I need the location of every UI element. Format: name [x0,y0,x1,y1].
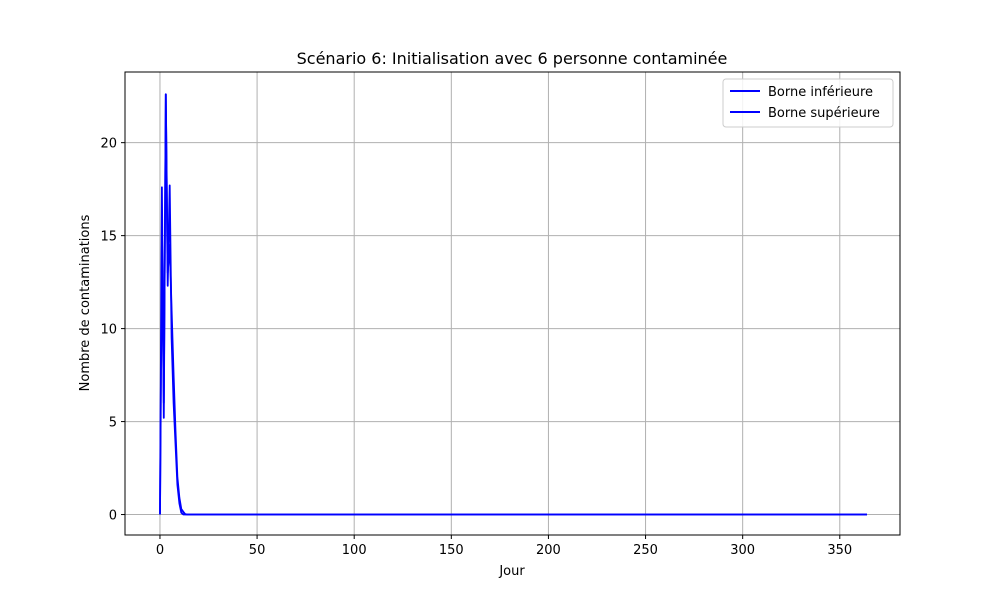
series-line-borne-superieure [159,93,867,516]
series-lines [159,93,867,516]
x-tick-label: 350 [827,543,852,558]
legend-label-borne-inferieure: Borne inférieure [768,85,873,100]
legend-box [722,78,894,128]
chart-title: Scénario 6: Initialisation avec 6 person… [297,49,728,68]
plot-frame [124,71,901,536]
y-tick-label: 10 [100,323,117,338]
y-tick-label: 15 [100,230,117,245]
x-tick-label: 100 [342,543,367,558]
y-tick-label: 20 [100,137,117,152]
x-tick-label: 200 [536,543,561,558]
x-axis-label: Jour [498,564,525,579]
y-tick-label: 5 [109,416,117,431]
x-tick-label: 0 [156,543,164,558]
y-axis-ticks: 0 5 10 15 20 [100,137,125,524]
y-axis-label: Nombre de contaminations [78,214,93,391]
legend-label-borne-superieure: Borne supérieure [768,106,880,121]
x-tick-label: 300 [730,543,755,558]
y-tick-label: 0 [109,509,117,524]
x-tick-label: 150 [439,543,464,558]
legend: Borne inférieure Borne supérieure [722,78,894,128]
x-tick-label: 250 [633,543,658,558]
x-tick-label: 50 [249,543,266,558]
x-axis-ticks: 0 50 100 150 200 250 300 350 [156,535,852,558]
